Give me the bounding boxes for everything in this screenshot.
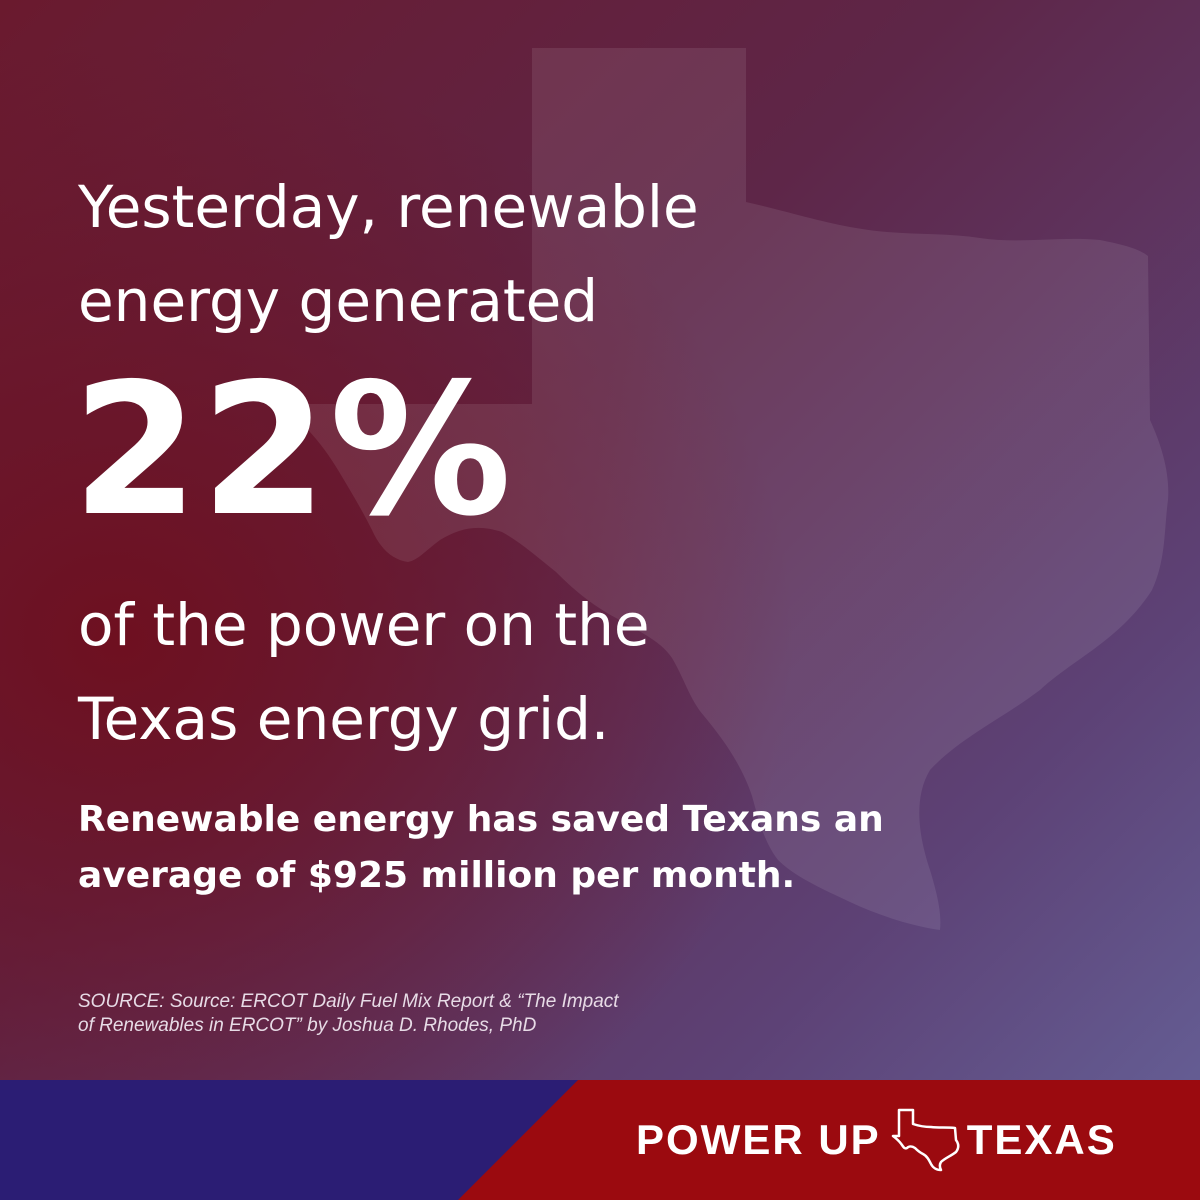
subline: of the power on the Texas energy grid. xyxy=(78,578,838,766)
footer-bar xyxy=(0,1080,1200,1200)
footer-red-band xyxy=(458,1080,1200,1200)
source-line-1: SOURCE: Source: ERCOT Daily Fuel Mix Rep… xyxy=(78,991,619,1012)
source-citation: SOURCE: Source: ERCOT Daily Fuel Mix Rep… xyxy=(78,990,778,1038)
headline-line-1: Yesterday, renewable xyxy=(78,173,699,241)
percentage-statistic: 22% xyxy=(72,344,514,556)
texas-outline-icon xyxy=(891,1108,960,1172)
power-up-texas-logo: POWER UP TEXAS xyxy=(636,1108,1117,1172)
savings-line-2: average of $925 million per month. xyxy=(78,855,796,896)
savings-text: Renewable energy has saved Texans an ave… xyxy=(78,792,958,904)
logo-text-left: POWER UP xyxy=(636,1116,881,1163)
logo-text-right: TEXAS xyxy=(966,1116,1117,1163)
headline-line-2: energy generated xyxy=(78,267,599,335)
subline-line-2: Texas energy grid. xyxy=(78,685,610,753)
headline: Yesterday, renewable energy generated xyxy=(78,160,838,348)
savings-line-1: Renewable energy has saved Texans an xyxy=(78,799,884,840)
subline-line-1: of the power on the xyxy=(78,591,650,659)
source-line-2: of Renewables in ERCOT” by Joshua D. Rho… xyxy=(78,1015,537,1036)
